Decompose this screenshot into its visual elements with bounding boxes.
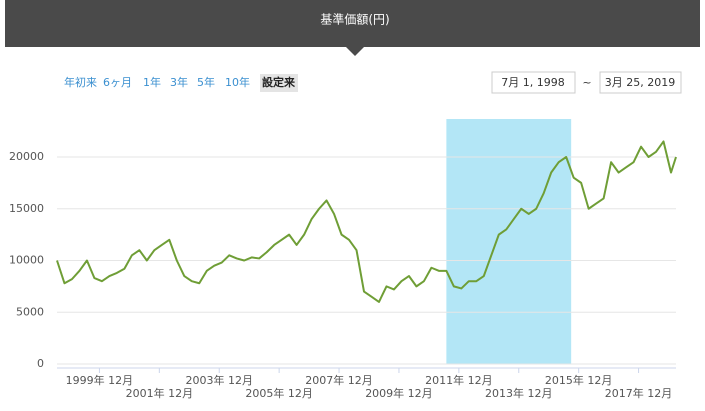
x-tick-label: 2003年 12月 [185, 373, 253, 387]
y-tick-label: 5000 [16, 305, 44, 318]
price-line [56, 140, 677, 303]
y-tick-label: 20000 [9, 150, 44, 163]
range-button[interactable]: 6ヶ月 [103, 76, 132, 89]
y-tick-label: 0 [37, 357, 44, 370]
range-button[interactable]: 10年 [225, 75, 250, 89]
x-tick-label: 2007年 12月 [305, 373, 373, 387]
banner-pointer [346, 47, 364, 56]
date-separator: ~ [582, 76, 591, 89]
range-button[interactable]: 3年 [170, 75, 188, 89]
date-to[interactable]: 3月 25, 2019 [605, 76, 675, 89]
x-tick-label: 2013年 12月 [485, 386, 553, 400]
range-button[interactable]: 年初来 [64, 75, 97, 89]
date-from[interactable]: 7月 1, 1998 [501, 76, 564, 89]
range-button-bg[interactable] [260, 74, 298, 92]
x-tick-label: 2015年 12月 [545, 373, 613, 387]
y-tick-label: 15000 [9, 202, 44, 215]
range-button[interactable]: 設定来 [262, 75, 296, 89]
x-tick-label: 2009年 12月 [365, 386, 433, 400]
date-from-box[interactable] [491, 71, 576, 94]
plot-band [446, 119, 572, 364]
title-banner [5, 0, 700, 47]
x-tick-label: 2017年 12月 [605, 386, 673, 400]
range-button[interactable]: 1年 [143, 75, 161, 89]
x-tick-label: 2001年 12月 [126, 386, 194, 400]
y-tick-label: 10000 [9, 254, 44, 267]
range-button[interactable]: 5年 [197, 75, 215, 89]
x-tick-label: 1999年 12月 [66, 373, 134, 387]
x-tick-label: 2005年 12月 [245, 386, 313, 400]
chart-title: 基準価額(円) [320, 12, 389, 27]
x-tick-label: 2011年 12月 [425, 373, 493, 387]
date-to-box[interactable] [599, 71, 682, 94]
